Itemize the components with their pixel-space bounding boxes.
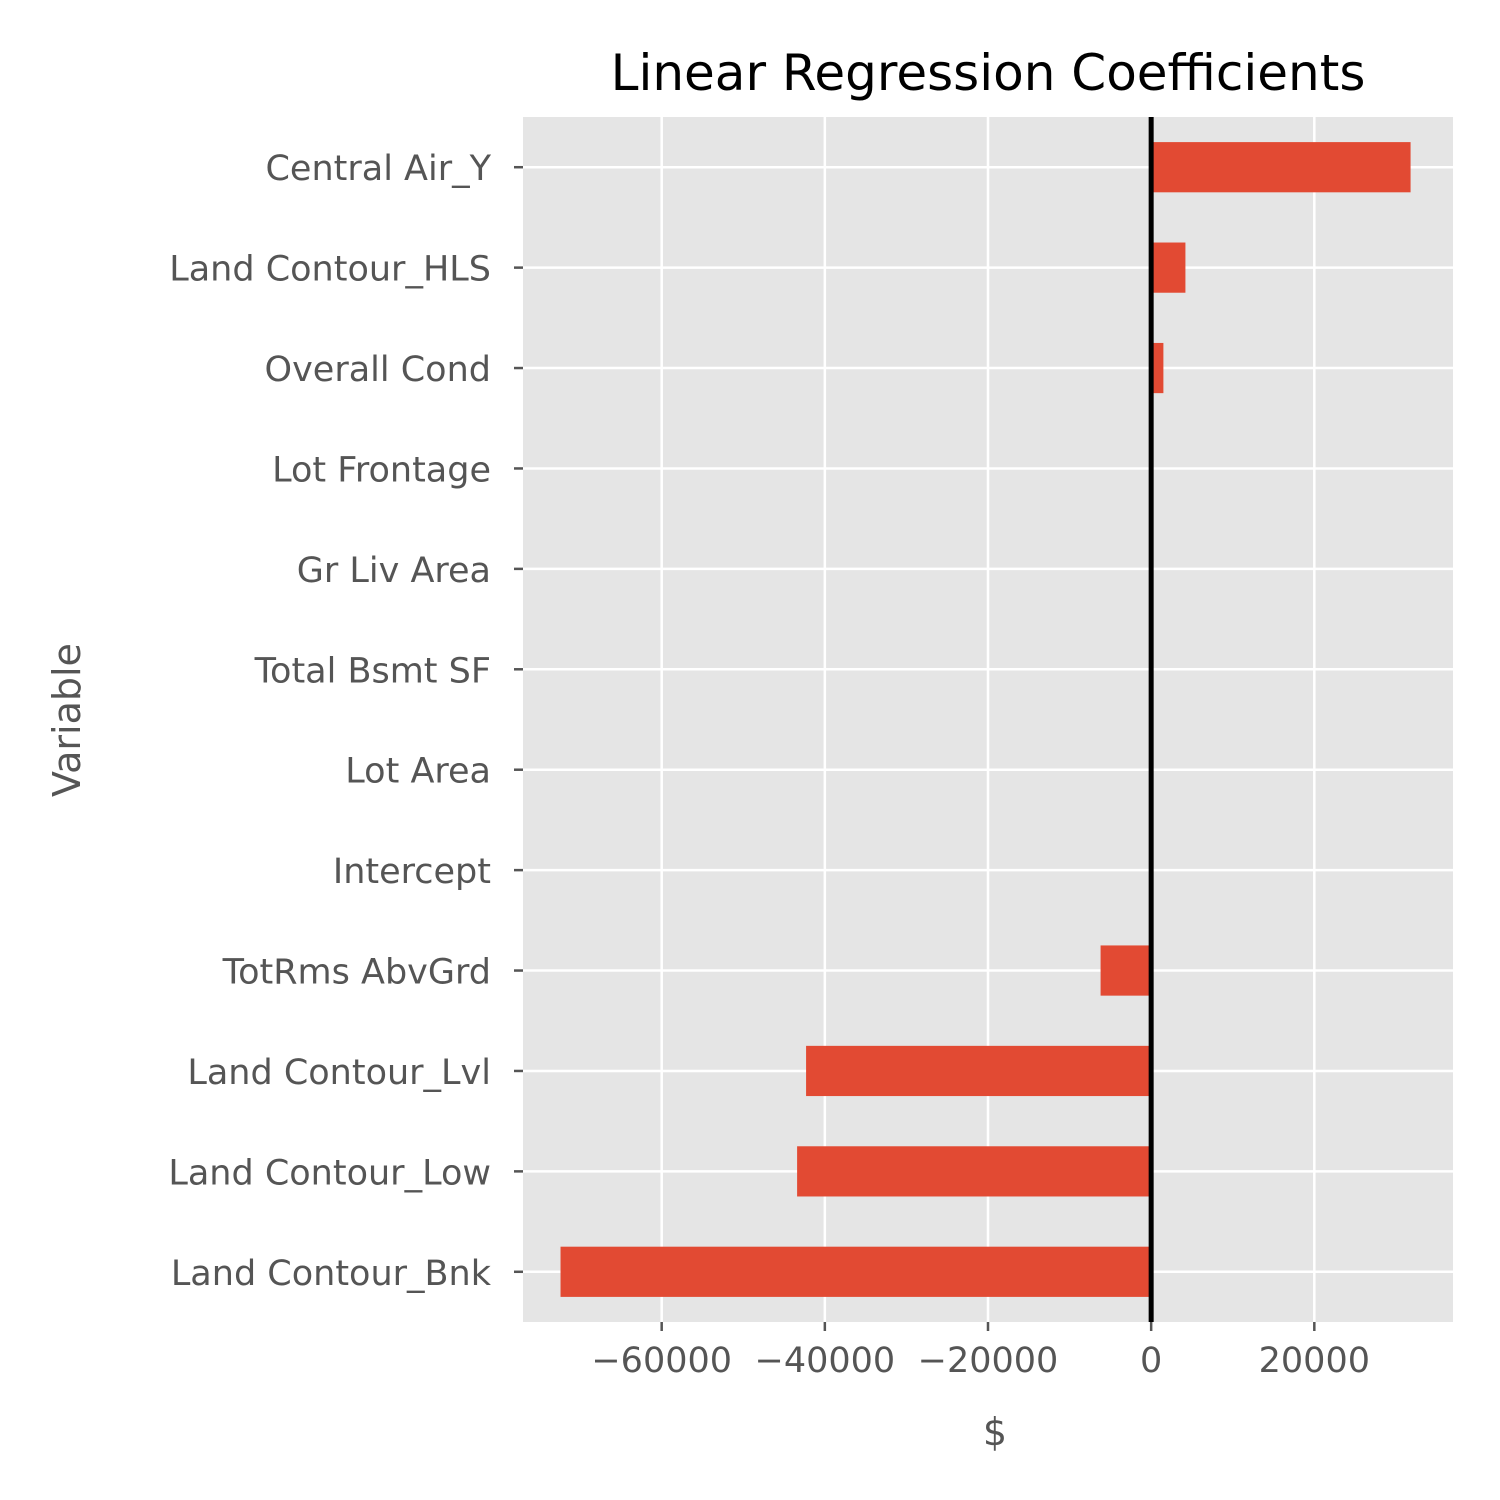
y-axis-ticks: Central Air_Y Land Contour_HLS Overall Con… (168, 149, 523, 1294)
bar (1100, 945, 1152, 996)
x-tick-label: −60000 (591, 1341, 732, 1381)
y-tick-label: Gr Liv Area (297, 551, 491, 591)
chart-title: Linear Regression Coefficients (611, 44, 1366, 102)
y-tick-label: Land Contour_HLS (169, 250, 491, 290)
x-tick-label: 0 (1140, 1341, 1162, 1381)
x-tick-label: 20000 (1259, 1341, 1370, 1381)
bar-series (560, 142, 1411, 1297)
y-tick-label: TotRms AbvGrd (222, 953, 491, 993)
x-axis-ticks: −60000 −40000 −20000 0 20000 (591, 1322, 1370, 1381)
bar (806, 1045, 1152, 1097)
bar (1151, 142, 1411, 193)
x-tick-label: −40000 (755, 1341, 896, 1381)
y-tick-label: Central Air_Y (265, 149, 491, 189)
y-tick-label: Intercept (333, 852, 491, 892)
bar (1151, 242, 1186, 293)
y-tick-label: Land Contour_Lvl (187, 1053, 491, 1093)
y-tick-label: Total Bsmt SF (254, 651, 491, 691)
x-tick-label: −20000 (918, 1341, 1059, 1381)
bar (1151, 342, 1164, 394)
y-tick-label: Lot Area (345, 752, 491, 792)
y-tick-label: Lot Frontage (272, 450, 491, 490)
y-tick-label: Overall Cond (265, 350, 491, 390)
bar (560, 1246, 1152, 1297)
y-tick-label: Land Contour_Bnk (171, 1254, 492, 1294)
y-axis-label: Variable (45, 643, 89, 797)
x-axis-label: $ (983, 1410, 1007, 1454)
y-tick-label: Land Contour_Low (168, 1153, 491, 1193)
bar (797, 1146, 1152, 1197)
